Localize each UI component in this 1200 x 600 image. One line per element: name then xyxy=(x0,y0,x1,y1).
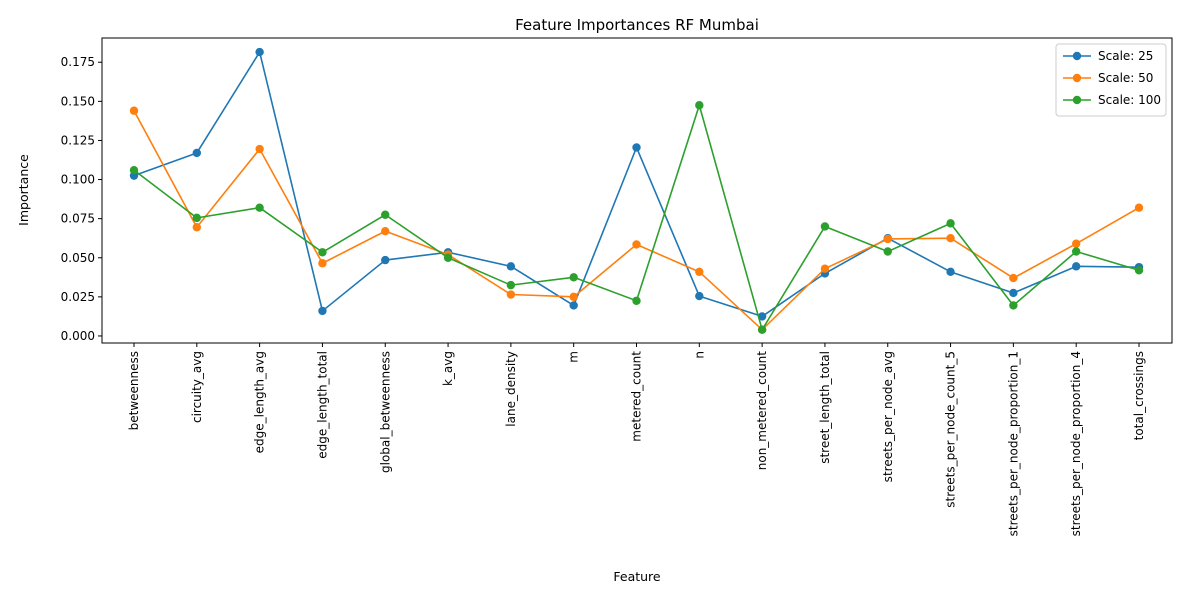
data-point xyxy=(381,210,390,219)
legend: Scale: 25 Scale: 50 Scale: 100 xyxy=(1055,43,1167,117)
y-tick-label: 0.125 xyxy=(61,133,95,147)
x-tick-label: total_crossings xyxy=(1132,351,1146,440)
x-tick-label: circuity_avg xyxy=(190,351,204,423)
x-tick-label: edge_length_total xyxy=(315,351,329,459)
legend-label: Scale: 25 xyxy=(1098,49,1153,63)
data-point xyxy=(506,290,516,299)
plot-area: 0.000 0.025 0.050 0.075 0.100 0.125 0.150 0.175… xyxy=(61,37,1173,536)
data-point xyxy=(1009,273,1018,283)
data-point xyxy=(255,203,264,212)
x-tick-label: streets_per_node_avg xyxy=(881,351,895,482)
x-tick-label: m xyxy=(567,351,581,363)
data-point xyxy=(946,234,955,243)
data-point xyxy=(318,306,327,316)
legend-marker xyxy=(1072,95,1082,105)
data-point xyxy=(1071,262,1081,271)
data-point xyxy=(1071,247,1081,256)
data-point xyxy=(506,262,516,271)
x-tick-label: lane_density xyxy=(504,351,518,427)
data-point xyxy=(129,165,139,175)
data-point xyxy=(1009,288,1018,298)
data-point xyxy=(506,280,516,290)
data-point xyxy=(192,213,202,223)
data-point xyxy=(443,253,453,262)
chart-title: Feature Importances RF Mumbai xyxy=(515,16,759,34)
data-point xyxy=(255,144,264,154)
x-tick-label: streets_per_node_proportion_1 xyxy=(1006,351,1020,536)
data-point xyxy=(318,259,327,268)
data-point xyxy=(1071,239,1081,248)
y-tick-label: 0.000 xyxy=(61,329,95,343)
data-point xyxy=(192,223,202,232)
y-axis-label: Importance xyxy=(16,154,31,226)
x-axis-label: Feature xyxy=(613,569,661,584)
x-tick-label: edge_length_avg xyxy=(253,351,267,453)
data-point xyxy=(820,222,830,231)
y-tick-label: 0.025 xyxy=(61,290,95,304)
series-layer xyxy=(129,47,1144,334)
x-tick-label: streets_per_node_proportion_4 xyxy=(1069,351,1083,536)
data-point xyxy=(1134,203,1144,212)
data-point xyxy=(632,296,641,305)
x-tick-label: non_metered_count xyxy=(755,351,769,471)
x-tick-label: k_avg xyxy=(441,351,455,386)
data-point xyxy=(1009,301,1018,310)
x-tick-label: streets_per_node_count_5 xyxy=(944,351,958,508)
y-tick-label: 0.175 xyxy=(61,55,95,69)
data-point xyxy=(632,240,641,249)
data-point xyxy=(1134,266,1144,275)
data-point xyxy=(946,267,955,277)
x-axis-ticks: betweenness circuity_avg edge_length_avg ed… xyxy=(127,343,1146,536)
data-point xyxy=(129,106,139,115)
data-point xyxy=(820,264,830,273)
data-point xyxy=(381,226,390,236)
x-tick-label: global_betweenness xyxy=(378,351,392,473)
data-point xyxy=(255,47,264,57)
data-point xyxy=(757,325,767,334)
y-tick-label: 0.050 xyxy=(61,251,95,265)
legend-marker xyxy=(1072,73,1082,83)
y-tick-label: 0.100 xyxy=(61,173,95,187)
x-tick-label: n xyxy=(692,351,706,359)
data-point xyxy=(381,255,390,265)
data-point xyxy=(569,292,578,302)
data-point xyxy=(946,219,955,228)
data-point xyxy=(883,234,892,244)
x-tick-label: street_length_total xyxy=(818,351,832,464)
legend-marker xyxy=(1072,51,1082,61)
data-point xyxy=(695,267,704,277)
data-point xyxy=(883,247,892,256)
legend-frame xyxy=(1055,43,1167,117)
data-point xyxy=(695,101,704,110)
y-axis-ticks: 0.000 0.025 0.050 0.075 0.100 0.125 0.150 0.175 xyxy=(61,55,102,343)
y-tick-label: 0.075 xyxy=(61,212,95,226)
data-point xyxy=(318,248,327,257)
data-point xyxy=(632,143,641,152)
data-point xyxy=(695,291,704,301)
data-point xyxy=(569,301,578,310)
data-point xyxy=(757,312,767,321)
x-tick-label: metered_count xyxy=(630,351,644,442)
x-tick-label: betweenness xyxy=(127,351,141,430)
legend-label: Scale: 50 xyxy=(1098,71,1153,85)
y-tick-label: 0.150 xyxy=(61,94,95,108)
data-point xyxy=(192,148,202,158)
data-point xyxy=(569,273,578,282)
legend-label: Scale: 100 xyxy=(1098,93,1161,107)
